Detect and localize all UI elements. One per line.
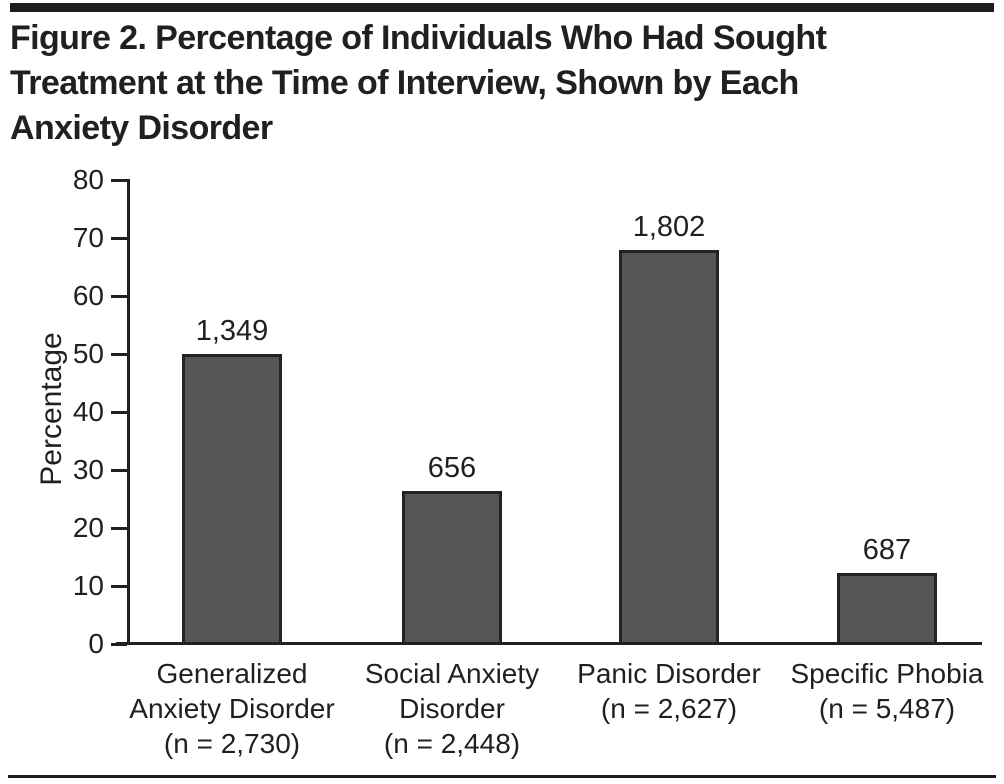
bar <box>619 249 719 645</box>
y-tick-mark <box>111 411 127 414</box>
bottom-rule <box>8 775 996 778</box>
bar-value-label: 1,349 <box>195 315 269 347</box>
y-axis-line <box>127 179 130 645</box>
x-category-label: Panic Disorder (n = 2,627) <box>577 658 761 724</box>
y-tick-label: 80 <box>72 164 104 195</box>
y-tick-mark <box>111 353 127 356</box>
y-tick-mark <box>111 469 127 472</box>
y-tick-label: 0 <box>88 628 104 659</box>
y-tick-mark <box>111 527 127 530</box>
bar <box>837 572 937 645</box>
y-tick-label: 70 <box>72 222 104 253</box>
x-category-label: Generalized Anxiety Disorder (n = 2,730) <box>129 658 335 759</box>
figure-title: Figure 2. Percentage of Individuals Who … <box>10 19 827 147</box>
y-tick-label: 30 <box>72 454 104 485</box>
bar-value-label: 687 <box>862 533 912 566</box>
bar-value-label: 1,802 <box>632 210 706 243</box>
x-category-label: Specific Phobia (n = 5,487) <box>790 658 984 724</box>
x-axis-line <box>116 642 982 645</box>
y-tick-mark <box>111 585 127 588</box>
bar <box>182 354 282 645</box>
y-tick-mark <box>111 179 127 182</box>
y-tick-label: 50 <box>72 338 104 369</box>
top-rule <box>10 3 994 12</box>
bar-value-label: 656 <box>427 451 477 484</box>
bar <box>402 490 502 645</box>
y-tick-label: 10 <box>72 570 104 601</box>
y-tick-mark <box>111 295 127 298</box>
y-tick-label: 60 <box>72 280 104 311</box>
y-tick-label: 20 <box>72 512 104 543</box>
x-category-label: Social Anxiety Disorder (n = 2,448) <box>364 658 540 759</box>
y-tick-label: 40 <box>72 396 104 427</box>
y-tick-mark <box>111 237 127 240</box>
